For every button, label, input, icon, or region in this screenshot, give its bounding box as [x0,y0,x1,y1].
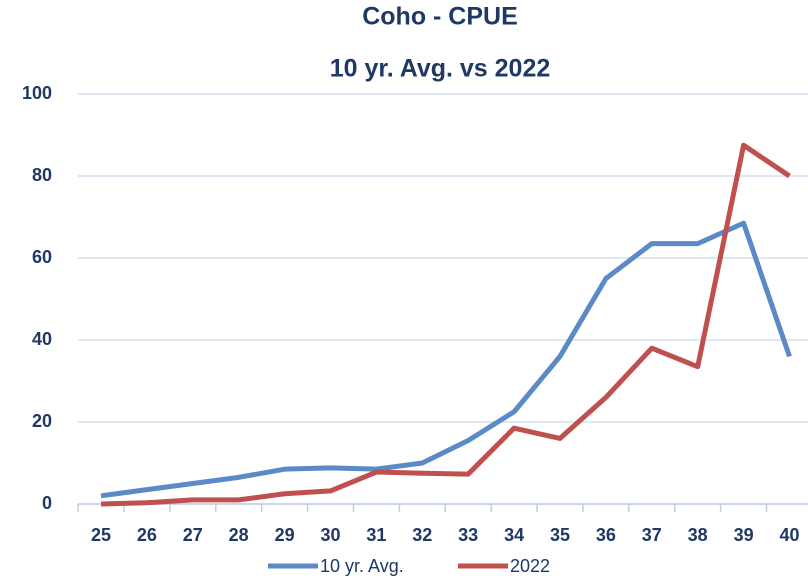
x-tick-label: 40 [779,525,799,545]
x-tick-label: 34 [504,525,524,545]
chart-title: Coho - CPUE [362,3,518,31]
data-line [100,220,792,499]
x-tick-label: 38 [688,525,708,545]
y-tick-label: 60 [32,247,52,267]
x-tick-label: 25 [91,525,111,545]
x-tick-label: 29 [275,525,295,545]
x-tick-label: 37 [642,525,662,545]
y-tick-label: 80 [32,165,52,185]
data-line [100,142,791,507]
y-tick-label: 20 [32,411,52,431]
x-tick-label: 33 [458,525,478,545]
legend-label: 10 yr. Avg. [320,556,404,576]
y-tick-label: 40 [32,329,52,349]
x-tick-label: 30 [320,525,340,545]
chart-subtitle: 10 yr. Avg. vs 2022 [330,55,551,83]
x-tick-label: 28 [229,525,249,545]
x-tick-label: 27 [183,525,203,545]
y-tick-label: 100 [22,83,52,103]
x-tick-label: 31 [366,525,386,545]
y-tick-label: 0 [42,493,52,513]
x-tick-label: 26 [137,525,157,545]
x-tick-label: 36 [596,525,616,545]
legend-label: 2022 [510,556,550,576]
x-tick-label: 32 [412,525,432,545]
x-tick-label: 35 [550,525,570,545]
x-tick-label: 39 [734,525,754,545]
